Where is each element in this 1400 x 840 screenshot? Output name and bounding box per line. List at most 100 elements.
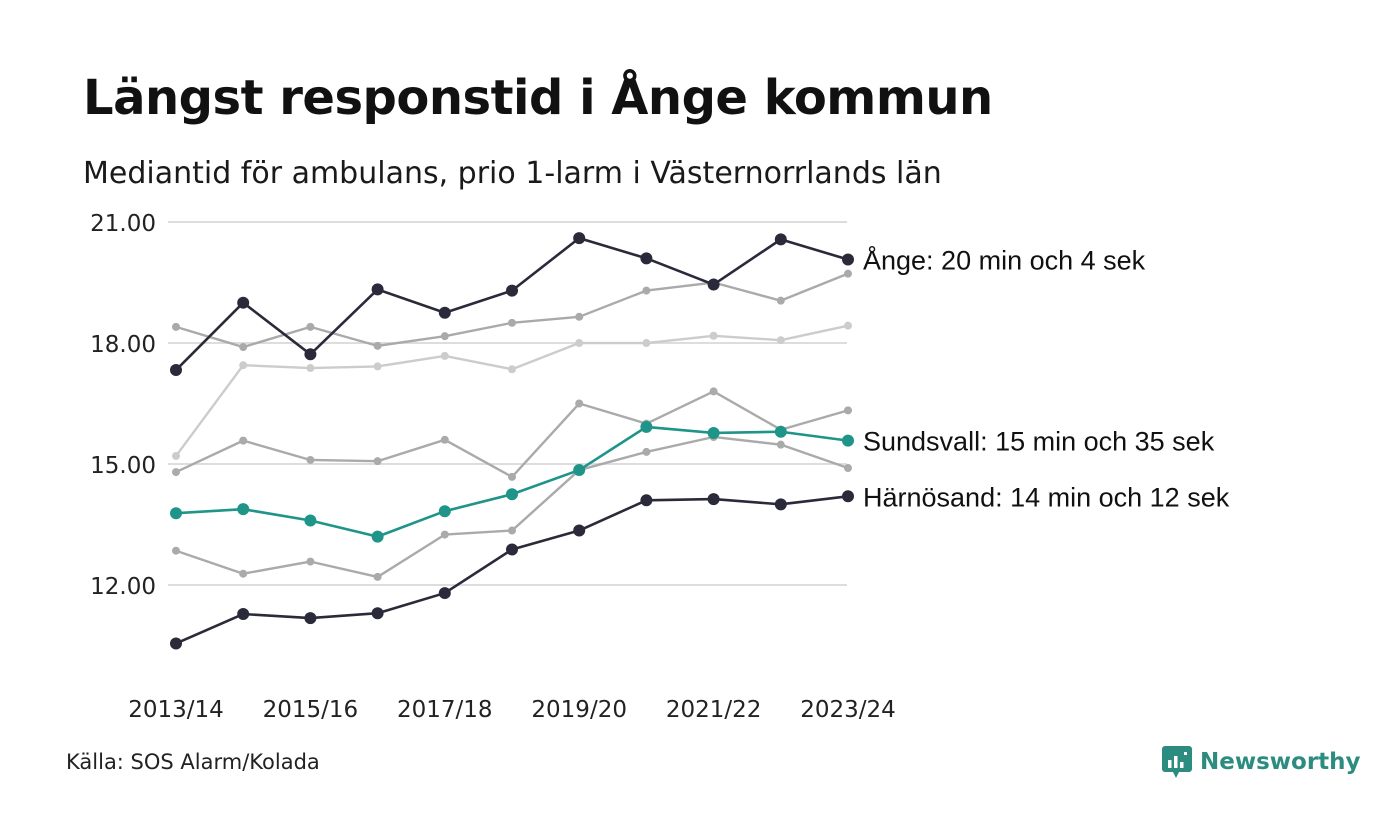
data-point <box>642 447 651 456</box>
data-point <box>306 455 315 464</box>
data-point <box>573 232 586 245</box>
data-point <box>438 306 451 319</box>
brand[interactable]: Newsworthy <box>1162 746 1361 778</box>
data-point <box>304 612 317 625</box>
background-series <box>172 269 852 581</box>
data-point <box>506 543 518 556</box>
data-point <box>842 434 854 447</box>
data-point <box>508 526 516 535</box>
data-point <box>239 436 248 445</box>
x-tick-label: 2023/24 <box>800 697 896 723</box>
data-point <box>373 341 382 350</box>
newsworthy-logo-icon <box>1162 746 1192 778</box>
data-point <box>640 252 653 265</box>
background-series-0 <box>172 321 852 460</box>
data-point <box>440 435 449 444</box>
data-point <box>774 425 787 438</box>
data-point <box>170 637 182 650</box>
data-point <box>373 362 382 371</box>
data-point <box>304 348 317 361</box>
data-point <box>438 505 451 518</box>
data-point <box>844 321 852 330</box>
data-point <box>844 269 852 278</box>
background-series-2 <box>172 387 852 481</box>
series-line <box>175 236 849 371</box>
series-line <box>175 494 849 645</box>
data-point <box>709 331 718 340</box>
data-point <box>304 514 317 527</box>
chart-subtitle: Mediantid för ambulans, prio 1-larm i Vä… <box>83 156 942 191</box>
data-point <box>306 322 315 331</box>
data-point <box>575 399 584 408</box>
x-tick-label: 2015/16 <box>263 697 359 723</box>
data-point <box>842 490 854 503</box>
x-tick-label: 2017/18 <box>397 697 493 723</box>
series-end-label: Sundsvall: 15 min och 35 sek <box>863 427 1215 457</box>
data-point <box>774 233 787 246</box>
data-point <box>306 364 315 373</box>
series-end-label: Härnösand: 14 min och 12 sek <box>863 482 1230 512</box>
series-end-label: Ånge: 20 min och 4 sek <box>863 245 1146 276</box>
data-point <box>640 494 653 507</box>
data-point <box>506 284 518 297</box>
data-point <box>172 451 180 460</box>
data-point <box>172 546 180 555</box>
chart-title: Längst responstid i Ånge kommun <box>83 70 993 126</box>
data-point <box>575 339 584 348</box>
data-point <box>172 322 180 331</box>
y-tick-labels: 12.00 15.00 18.00 21.00 <box>90 211 156 600</box>
data-point <box>707 426 720 439</box>
series--nge <box>170 232 854 377</box>
brand-name: Newsworthy <box>1200 749 1361 775</box>
source-note: Källa: SOS Alarm/Kolada <box>66 750 320 774</box>
data-point <box>440 332 449 341</box>
data-point <box>237 503 250 516</box>
data-point <box>373 457 382 466</box>
data-point <box>371 607 384 620</box>
y-tick-label: 18.00 <box>90 332 156 358</box>
data-point <box>440 351 449 360</box>
data-point <box>844 464 852 473</box>
x-tick-label: 2019/20 <box>531 697 627 723</box>
data-point <box>776 296 785 305</box>
data-point <box>842 253 854 266</box>
data-point <box>239 569 248 578</box>
data-point <box>776 336 785 345</box>
background-series-3 <box>172 432 852 581</box>
data-point <box>237 296 250 309</box>
data-point <box>306 557 315 566</box>
data-point <box>172 468 180 477</box>
x-tick-label: 2021/22 <box>666 697 762 723</box>
data-point <box>506 488 518 501</box>
series-line <box>175 324 849 457</box>
grid-layer <box>168 221 847 586</box>
series-sundsvall <box>170 420 854 543</box>
data-point <box>709 387 718 396</box>
y-tick-label: 21.00 <box>90 211 156 237</box>
data-point <box>707 493 720 506</box>
data-point <box>774 498 787 511</box>
data-point <box>239 343 248 352</box>
data-point <box>707 278 720 291</box>
data-point <box>575 312 584 321</box>
data-point <box>573 464 586 477</box>
highlight-series <box>170 232 854 650</box>
x-tick-label: 2013/14 <box>128 697 224 723</box>
series-line <box>175 435 849 579</box>
x-tick-labels: 2013/14 2015/16 2017/18 2019/20 2021/22 2023/… <box>128 697 896 723</box>
data-point <box>373 572 382 581</box>
data-point <box>640 420 653 433</box>
data-point <box>440 530 449 539</box>
data-point <box>170 364 182 377</box>
data-point <box>573 524 586 537</box>
data-point <box>844 406 852 415</box>
y-tick-label: 12.00 <box>90 574 156 600</box>
data-point <box>239 361 248 370</box>
data-point <box>508 472 516 481</box>
data-point <box>776 440 785 449</box>
data-point <box>237 608 250 621</box>
data-point <box>371 283 384 296</box>
data-point <box>508 365 516 374</box>
data-point <box>371 530 384 543</box>
